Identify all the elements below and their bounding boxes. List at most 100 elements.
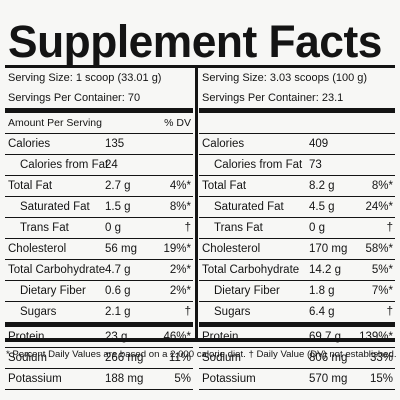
nutrient-name: Sugars (20, 306, 57, 318)
bottom-rule (5, 338, 395, 342)
nutrient-amount: 6.4 g (309, 306, 335, 318)
nutrient-amount: 69.7 g (309, 331, 341, 343)
nutrient-amount: 24 (105, 159, 118, 171)
nutrient-dv: 11% (168, 352, 191, 364)
nutrient-amount: 0 g (105, 222, 121, 234)
nutrient-row: Sugars 6.4 g † (199, 302, 395, 327)
nutrient-row: Calories 135 (5, 134, 193, 155)
nutrient-dv: 2%* (169, 285, 191, 297)
nutrient-amount: 1.8 g (309, 285, 335, 297)
nutrient-amount: 2.1 g (105, 306, 131, 318)
nutrient-amount: 806 mg (309, 352, 348, 364)
nutrient-row: Sodium 806 mg 33% (199, 348, 395, 369)
nutrient-amount: 135 (105, 138, 125, 150)
right-serving-size: Serving Size: 3.03 scoops (100 g) (202, 72, 368, 84)
right-header-row (199, 113, 395, 134)
nutrient-row: Calories 409 (199, 134, 395, 155)
nutrient-name: Trans Fat (214, 222, 263, 234)
nutrient-row: Total Carbohydrate 14.2 g 5%* (199, 260, 395, 281)
nutrient-name: Sugars (214, 306, 251, 318)
nutrient-dv: 19%* (163, 243, 192, 255)
nutrient-dv: 8%* (371, 180, 393, 192)
right-column: Serving Size: 3.03 scoops (100 g) Servin… (199, 68, 395, 390)
nutrient-row: Dietary Fiber 1.8 g 7%* (199, 281, 395, 302)
nutrient-amount: 409 (309, 138, 329, 150)
title-rule (5, 65, 395, 68)
nutrient-dv: 8%* (169, 201, 191, 213)
dv-header: % DV (164, 117, 191, 129)
amount-per-serving-header: Amount Per Serving (8, 117, 102, 129)
left-column: Serving Size: 1 scoop (33.01 g) Servings… (5, 68, 193, 390)
nutrient-dv: 58%* (365, 243, 394, 255)
nutrient-name: Calories from Fat (214, 159, 303, 171)
nutrient-row: Saturated Fat 4.5 g 24%* (199, 197, 395, 218)
nutrient-name: Potassium (8, 373, 62, 385)
nutrient-dv: 46%* (163, 331, 192, 343)
nutrient-dv: † (386, 222, 393, 234)
left-servings-per-container: Servings Per Container: 70 (5, 88, 193, 113)
column-divider (195, 68, 198, 338)
nutrient-dv: 33% (369, 352, 393, 364)
nutrient-row: Potassium 570 mg 15% (199, 369, 395, 390)
nutrient-name: Potassium (202, 373, 256, 385)
footnote: * Percent Daily Values are based on a 2,… (6, 349, 397, 360)
nutrient-row: Sugars 2.1 g † (5, 302, 193, 327)
nutrient-name: Dietary Fiber (20, 285, 86, 297)
nutrient-row: Sodium 266 mg 11% (5, 348, 193, 369)
nutrient-dv: 15% (369, 373, 393, 385)
left-header-row: Amount Per Serving % DV (5, 113, 193, 134)
nutrient-amount: 8.2 g (309, 180, 335, 192)
nutrient-name: Protein (8, 331, 45, 343)
nutrient-name: Sodium (8, 352, 47, 364)
nutrient-dv: 5%* (371, 264, 393, 276)
nutrient-amount: 73 (309, 159, 322, 171)
nutrient-row: Calories from Fat 73 (199, 155, 395, 176)
nutrient-name: Total Fat (8, 180, 53, 192)
nutrient-dv: 139%* (359, 331, 393, 343)
nutrient-name: Saturated Fat (20, 201, 90, 213)
nutrient-row: Total Carbohydrate 4.7 g 2%* (5, 260, 193, 281)
nutrient-name: Calories from Fat (20, 159, 109, 171)
nutrient-row: Trans Fat 0 g † (199, 218, 395, 239)
nutrient-row: Dietary Fiber 0.6 g 2%* (5, 281, 193, 302)
nutrient-name: Cholesterol (202, 243, 261, 255)
nutrient-row: Total Fat 2.7 g 4%* (5, 176, 193, 197)
nutrient-name: Total Carbohydrate (8, 264, 106, 276)
nutrient-dv: † (184, 222, 191, 234)
nutrient-amount: 4.7 g (105, 264, 131, 276)
nutrient-name: Calories (202, 138, 245, 150)
nutrient-amount: 1.5 g (105, 201, 131, 213)
nutrient-dv: † (184, 306, 191, 318)
nutrient-name: Dietary Fiber (214, 285, 280, 297)
nutrient-name: Sodium (202, 352, 241, 364)
nutrient-name: Protein (202, 331, 239, 343)
nutrient-amount: 266 mg (105, 352, 144, 364)
nutrient-name: Trans Fat (20, 222, 69, 234)
nutrient-dv: † (386, 306, 393, 318)
nutrient-name: Total Fat (202, 180, 247, 192)
nutrient-amount: 23 g (105, 331, 128, 343)
nutrient-dv: 7%* (371, 285, 393, 297)
label-title: Supplement Facts (8, 16, 382, 67)
nutrient-amount: 188 mg (105, 373, 144, 385)
nutrient-row: Cholesterol 170 mg 58%* (199, 239, 395, 260)
nutrient-row: Total Fat 8.2 g 8%* (199, 176, 395, 197)
nutrient-name: Cholesterol (8, 243, 67, 255)
nutrient-row: Saturated Fat 1.5 g 8%* (5, 197, 193, 218)
nutrient-dv: 24%* (365, 201, 394, 213)
nutrient-dv: 4%* (169, 180, 191, 192)
nutrient-amount: 56 mg (105, 243, 137, 255)
nutrient-amount: 0 g (309, 222, 325, 234)
nutrient-amount: 14.2 g (309, 264, 341, 276)
nutrient-dv: 5% (174, 373, 191, 385)
nutrient-amount: 0.6 g (105, 285, 131, 297)
nutrient-row: Potassium 188 mg 5% (5, 369, 193, 390)
left-serving-size: Serving Size: 1 scoop (33.01 g) (8, 72, 162, 84)
nutrient-name: Saturated Fat (214, 201, 284, 213)
right-servings-per-container: Servings Per Container: 23.1 (199, 88, 395, 113)
nutrient-name: Total Carbohydrate (202, 264, 300, 276)
nutrient-amount: 570 mg (309, 373, 348, 385)
nutrient-row: Cholesterol 56 mg 19%* (5, 239, 193, 260)
nutrient-row: Calories from Fat 24 (5, 155, 193, 176)
